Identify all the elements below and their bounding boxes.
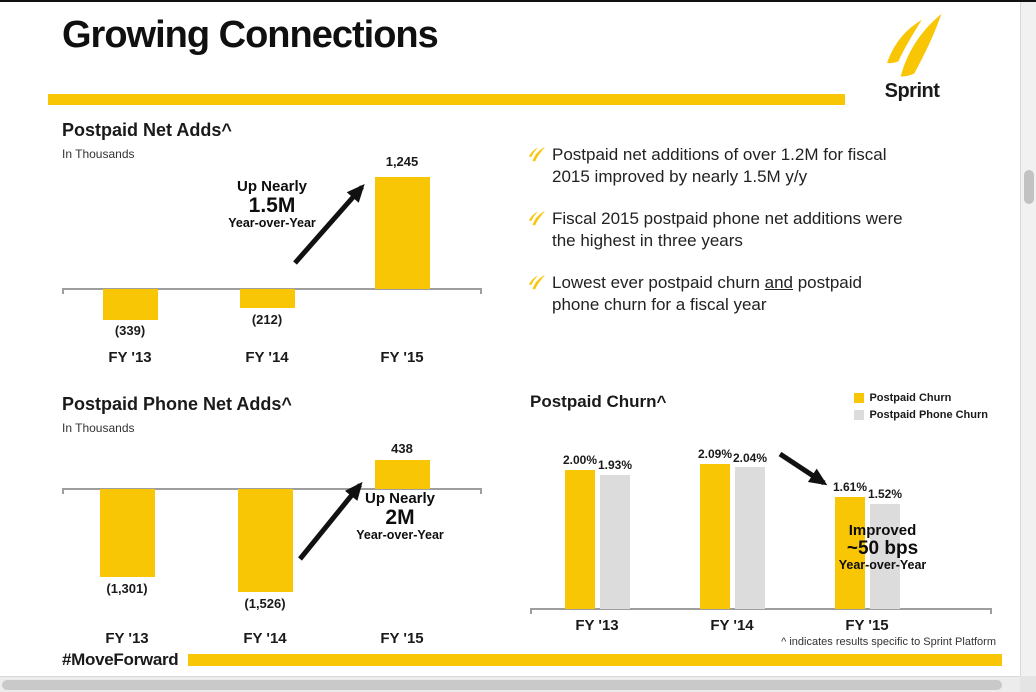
sprint-logo: Sprint	[872, 6, 952, 103]
bullet-text: Lowest ever postpaid churn and postpaid …	[552, 272, 862, 315]
value-label: 1.93%	[597, 458, 633, 472]
bullet-text: Postpaid net additions of over 1.2M for …	[552, 145, 887, 187]
value-label: 1.61%	[832, 480, 868, 494]
key-points: Postpaid net additions of over 1.2M for …	[528, 144, 1006, 336]
x-axis-labels: FY '13 FY '14 FY '15	[62, 349, 482, 369]
value-label-fy13: (1,301)	[106, 581, 148, 596]
plot-area: (1,301) (1,526) 438 Up Nearly 2M Year-ov…	[62, 439, 482, 624]
annotation-improved-50bps: Improved ~50 bps Year-over-Year	[838, 522, 927, 572]
swoosh-bullet-icon	[528, 210, 552, 233]
bar-phone-churn-fy15	[870, 503, 900, 609]
legend-swatch-yellow	[854, 393, 865, 403]
chart-legend: Postpaid Churn Postpaid Phone Churn	[854, 392, 988, 426]
hashtag: #MoveForward	[62, 650, 179, 669]
x-tick-label: FY '15	[380, 349, 424, 366]
bullet-text: Fiscal 2015 postpaid phone net additions…	[552, 208, 903, 251]
value-label-fy14: (212)	[251, 312, 283, 327]
horizontal-scrollbar[interactable]	[0, 676, 1020, 692]
bar-churn-fy15	[835, 497, 865, 609]
x-tick-label: FY '13	[575, 617, 619, 634]
legend-item-postpaid-phone-churn: Postpaid Phone Churn	[854, 409, 988, 421]
bar-phone-churn-fy14	[735, 467, 765, 609]
bar-fy14	[238, 489, 293, 593]
x-tick-label: FY '15	[380, 630, 424, 647]
chart-subtitle: In Thousands	[62, 147, 135, 161]
chart-postpaid-churn: Postpaid Churn^ Postpaid Churn Postpaid …	[530, 392, 992, 637]
chart-postpaid-phone-net-adds: Postpaid Phone Net Adds^ In Thousands (1…	[62, 394, 482, 650]
swoosh-bullet-icon	[528, 146, 552, 169]
bar-churn-fy13	[565, 470, 595, 609]
value-label: 2.00%	[562, 453, 598, 467]
bar-fy15	[375, 176, 430, 289]
value-label: 2.04%	[732, 451, 768, 465]
plot-area: (339) (212) 1,245 Up Nearly 1.5M Year-ov…	[62, 154, 482, 343]
x-axis-labels: FY '13 FY '14 FY '15	[530, 617, 992, 637]
annotation-up-nearly-1-5m: Up Nearly 1.5M Year-over-Year	[228, 178, 316, 230]
footer-divider	[188, 654, 1002, 666]
value-label-fy15: 438	[391, 441, 413, 456]
bar-fy13	[103, 289, 158, 320]
chart-title: Postpaid Churn^	[530, 392, 667, 411]
footer: #MoveForward	[62, 650, 1002, 670]
sprint-logo-text: Sprint	[884, 80, 940, 102]
x-tick-label: FY '14	[710, 617, 754, 634]
scrollbar-corner	[1020, 676, 1036, 692]
chart-title: Postpaid Net Adds^	[62, 120, 232, 140]
chart-postpaid-net-adds: Postpaid Net Adds^ In Thousands (339) (2…	[62, 120, 482, 369]
legend-swatch-gray	[854, 410, 865, 420]
x-axis-labels: FY '13 FY '14 FY '15	[62, 630, 482, 650]
horizontal-scrollbar-thumb[interactable]	[2, 680, 1002, 690]
page-title: Growing Connections	[62, 14, 439, 56]
bullet-item: Postpaid net additions of over 1.2M for …	[528, 144, 1006, 189]
bar-phone-churn-fy13	[600, 475, 630, 609]
vertical-scrollbar-thumb[interactable]	[1024, 170, 1034, 204]
underlined-word: and	[764, 272, 793, 292]
x-tick-label: FY '13	[108, 349, 152, 366]
chart-title: Postpaid Phone Net Adds^	[62, 394, 292, 414]
vertical-scrollbar[interactable]	[1020, 2, 1036, 676]
swoosh-bullet-icon	[528, 274, 552, 297]
value-label-fy15: 1,245	[385, 154, 419, 169]
bar-churn-fy14	[700, 463, 730, 609]
value-label: 2.09%	[697, 447, 733, 461]
title-divider	[48, 94, 845, 105]
annotation-up-nearly-2m: Up Nearly 2M Year-over-Year	[356, 490, 444, 542]
value-label: 1.52%	[867, 487, 903, 501]
footnote: ^ indicates results specific to Sprint P…	[781, 636, 996, 648]
x-axis	[530, 608, 992, 614]
chart-header: Postpaid Churn^ Postpaid Churn Postpaid …	[530, 392, 992, 421]
bar-fy15	[375, 459, 430, 490]
x-tick-label: FY '14	[243, 630, 287, 647]
value-label-fy13: (339)	[114, 323, 146, 338]
bullet-item: Lowest ever postpaid churn and postpaid …	[528, 272, 1006, 317]
legend-item-postpaid-churn: Postpaid Churn	[854, 392, 988, 404]
x-tick-label: FY '13	[105, 630, 149, 647]
sprint-swoosh-icon	[887, 13, 942, 77]
bullet-item: Fiscal 2015 postpaid phone net additions…	[528, 208, 1006, 253]
chart-subtitle: In Thousands	[62, 421, 135, 435]
bar-fy14	[240, 289, 295, 309]
slide: Growing Connections Sprint Postpaid Net …	[0, 2, 1020, 678]
bar-fy13	[100, 489, 155, 577]
plot-area: 2.00% 1.93% 2.09% 2.04% 1.61% 1.52% Impr…	[530, 439, 992, 614]
value-label-fy14: (1,526)	[244, 596, 286, 611]
x-tick-label: FY '15	[845, 617, 889, 634]
x-tick-label: FY '14	[245, 349, 289, 366]
